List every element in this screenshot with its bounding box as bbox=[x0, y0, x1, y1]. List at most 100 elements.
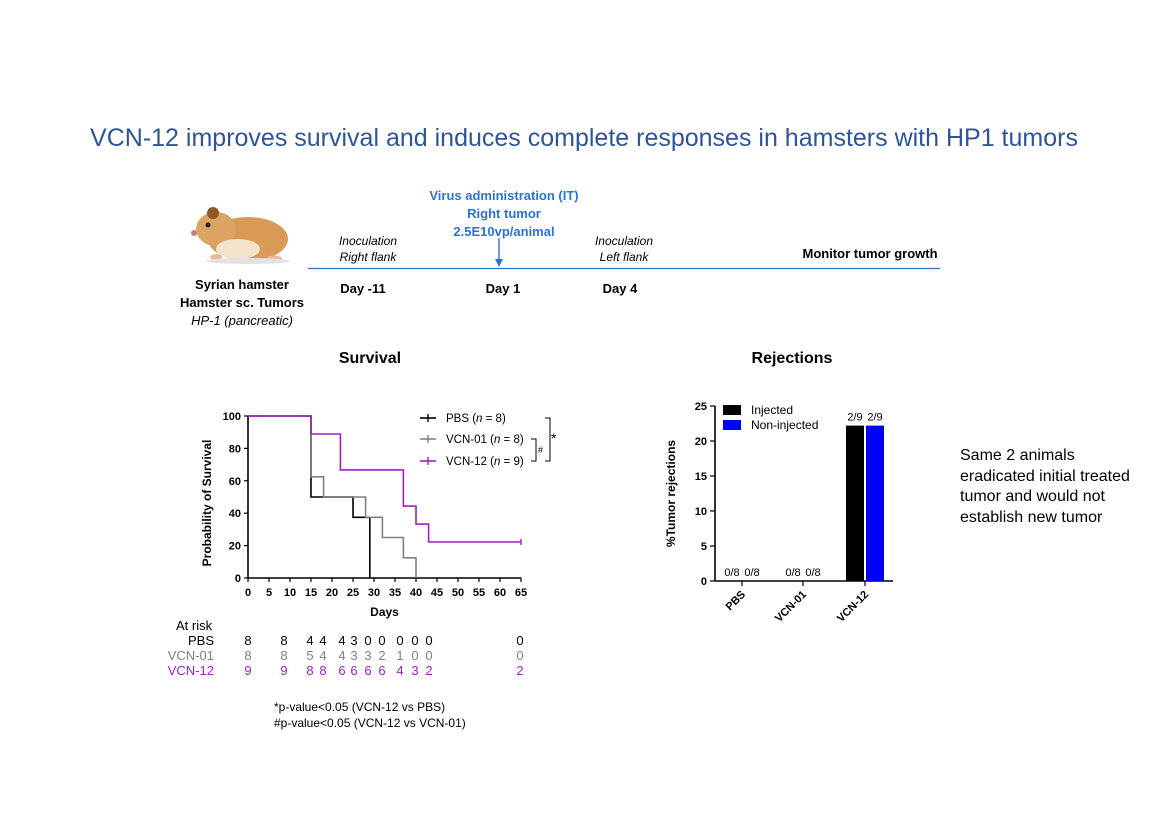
rejections-chart: 0 5 10 15 20 25 %Tumor rejections PBS VCN-01 VCN-… bbox=[664, 401, 893, 625]
at-risk-cell: 2 bbox=[425, 663, 433, 678]
survival-x-tick-label: 15 bbox=[305, 587, 317, 599]
survival-title: Survival bbox=[338, 350, 402, 367]
survival-x-tick-label: 25 bbox=[347, 587, 359, 599]
at-risk-cell: 0 bbox=[516, 648, 524, 663]
day-4: Day 4 bbox=[602, 281, 638, 296]
survival-x-tick-label: 55 bbox=[473, 587, 485, 599]
event1-line-1: Inoculation bbox=[338, 234, 398, 248]
survival-y-label: Probability of Survival bbox=[200, 440, 214, 567]
survival-x-tick-label: 35 bbox=[389, 587, 401, 599]
hamster-illustration bbox=[191, 207, 290, 264]
legend-label-non-injected: Non-injected bbox=[751, 418, 818, 432]
event2-line-1: Inoculation bbox=[594, 234, 654, 248]
at-risk-cell: 0 bbox=[516, 633, 524, 648]
at-risk-cell: 5 bbox=[306, 648, 314, 663]
hamster-shadow bbox=[206, 258, 290, 264]
day-1: Day 1 bbox=[485, 281, 521, 296]
hamster-nose bbox=[191, 230, 197, 236]
rejections-y-label: %Tumor rejections bbox=[664, 440, 678, 547]
bar-label-pbs-injected: 0/8 bbox=[724, 567, 739, 579]
bar-label-vcn-12-non-injected: 2/9 bbox=[867, 412, 882, 424]
at-risk-cell: 0 bbox=[411, 633, 419, 648]
at-risk-cell: 3 bbox=[350, 648, 358, 663]
note-line-1: Same 2 animals bbox=[960, 447, 1075, 464]
at-risk-cell: 0 bbox=[425, 648, 433, 663]
at-risk-cell: 4 bbox=[338, 633, 346, 648]
page-title: VCN-12 improves survival and induces com… bbox=[90, 124, 1078, 152]
virus-line-3: 2.5E10vp/animal bbox=[453, 224, 555, 239]
at-risk-cell: 0 bbox=[396, 633, 404, 648]
hamster-eye bbox=[205, 222, 211, 228]
hamster-ear bbox=[207, 207, 219, 219]
virus-line-1: Virus administration (IT) bbox=[429, 188, 579, 203]
legend-hash: # bbox=[538, 445, 543, 455]
inoculation-right-label: Inoculation Right flank bbox=[320, 233, 416, 265]
rejections-y-tick-label: 5 bbox=[701, 541, 707, 553]
at-risk-row-label: VCN-12 bbox=[167, 663, 214, 678]
at-risk-cell: 3 bbox=[364, 648, 372, 663]
at-risk-cell: 8 bbox=[280, 648, 288, 663]
bar-label-vcn-01-non-injected: 0/8 bbox=[805, 567, 820, 579]
rejections-x-tick-label: VCN-01 bbox=[773, 589, 809, 625]
at-risk-cell: 8 bbox=[306, 663, 314, 678]
at-risk-cell: 0 bbox=[411, 648, 419, 663]
rejections-title: Rejections bbox=[751, 350, 833, 367]
survival-x-label: Days bbox=[370, 605, 399, 619]
legend-label-vcn-12: VCN-12 (n = 9) bbox=[446, 456, 524, 468]
legend-swatch-non-injected bbox=[723, 420, 741, 430]
at-risk-cell: 4 bbox=[319, 633, 327, 648]
hamster-paw bbox=[210, 254, 222, 260]
legend-star: * bbox=[551, 430, 557, 446]
at-risk-cell: 6 bbox=[350, 663, 358, 678]
survival-x-tick-label: 65 bbox=[515, 587, 527, 599]
at-risk-cell: 9 bbox=[280, 663, 288, 678]
bar-vcn-12-injected bbox=[846, 425, 864, 581]
at-risk-cell: 2 bbox=[378, 648, 386, 663]
bar-vcn-12-non-injected bbox=[866, 425, 884, 581]
at-risk-cell: 4 bbox=[319, 648, 327, 663]
survival-line-vcn-12 bbox=[248, 415, 521, 543]
rejections-x-tick-label: VCN-12 bbox=[835, 589, 871, 625]
note-line-2: eradicated initial treated bbox=[960, 467, 1130, 485]
survival-y-tick-label: 20 bbox=[229, 541, 241, 553]
hamster-head bbox=[196, 212, 236, 246]
note-line-4: establish new tumor bbox=[960, 508, 1103, 526]
survival-x-tick-label: 20 bbox=[326, 587, 338, 599]
model-description: Syrian hamster Hamster sc. Tumors HP-1 (… bbox=[170, 276, 314, 330]
at-risk-cell: 8 bbox=[244, 633, 252, 648]
rejections-y-tick-label: 20 bbox=[695, 436, 707, 448]
pvalue-1: *p-value<0.05 (VCN-12 vs PBS) bbox=[274, 700, 446, 714]
rejections-y-tick-label: 15 bbox=[695, 471, 707, 483]
bar-label-vcn-12-injected: 2/9 bbox=[847, 412, 862, 424]
monitor-label: Monitor tumor growth bbox=[802, 246, 938, 261]
at-risk-cell: 0 bbox=[378, 633, 386, 648]
virus-administration-label: Virus administration (IT) Right tumor 2.… bbox=[404, 187, 604, 241]
survival-x-tick-label: 5 bbox=[266, 587, 272, 599]
pvalue-notes: *p-value<0.05 (VCN-12 vs PBS) #p-value<0… bbox=[274, 699, 466, 731]
survival-x-tick-label: 40 bbox=[410, 587, 422, 599]
survival-x-tick-label: 45 bbox=[431, 587, 443, 599]
event1-line-2: Right flank bbox=[339, 250, 397, 264]
model-line-1: Syrian hamster bbox=[195, 277, 289, 292]
at-risk-cell: 0 bbox=[425, 633, 433, 648]
legend-swatch-injected bbox=[723, 405, 741, 415]
model-line-3: HP-1 (pancreatic) bbox=[191, 313, 293, 328]
pvalue-2: #p-value<0.05 (VCN-12 vs VCN-01) bbox=[274, 716, 466, 730]
survival-y-tick-label: 0 bbox=[235, 573, 241, 585]
note-line-3: tumor and would not bbox=[960, 488, 1105, 505]
rejections-x-tick-label: PBS bbox=[724, 589, 748, 613]
at-risk-cell: 8 bbox=[280, 633, 288, 648]
rejections-y-tick-label: 0 bbox=[701, 576, 707, 588]
survival-y-tick-label: 60 bbox=[229, 476, 241, 488]
survival-y-tick-label: 80 bbox=[229, 443, 241, 455]
at-risk-cell: 4 bbox=[306, 633, 314, 648]
day-minus-11: Day -11 bbox=[340, 281, 386, 296]
legend-label-vcn-01: VCN-01 (n = 8) bbox=[446, 434, 524, 446]
at-risk-cell: 6 bbox=[364, 663, 372, 678]
at-risk-cell: 8 bbox=[319, 663, 327, 678]
event2-line-2: Left flank bbox=[599, 250, 649, 264]
at-risk-cell: 4 bbox=[338, 648, 346, 663]
survival-x-tick-label: 50 bbox=[452, 587, 464, 599]
survival-y-tick-label: 40 bbox=[229, 508, 241, 520]
at-risk-cell: 6 bbox=[378, 663, 386, 678]
